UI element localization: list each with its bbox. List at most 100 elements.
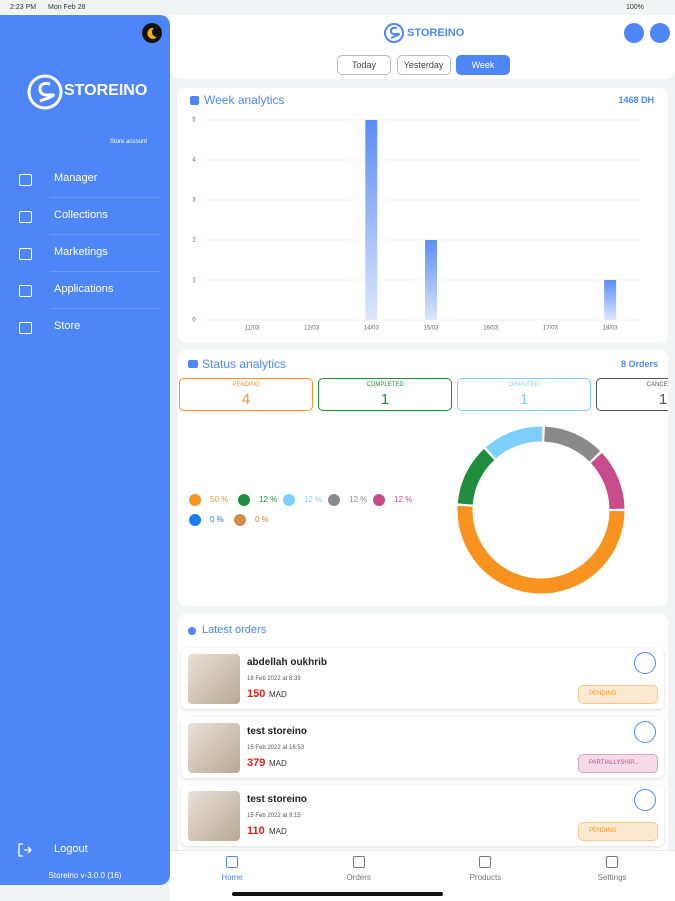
status-label: DISPUTED [508,382,540,388]
account-label: Store account [110,139,148,145]
status-box[interactable]: DISPUTED 1 [457,378,591,411]
call-button[interactable] [634,652,656,674]
order-row[interactable]: abdellah oukhrib 18 Feb 2022 at 8:39 150 MA… [181,648,664,709]
nav-icon[interactable] [606,856,619,868]
order-price: 379 [247,756,266,769]
order-image [188,791,240,841]
legend-swatch [373,494,385,506]
order-row[interactable]: test storeino 15 Feb 2022 at 9:15 110 MAD PE… [181,785,664,846]
status-count: 4 [241,391,251,408]
y-tick-label: 3 [192,198,196,204]
legend-swatch [238,494,250,506]
legend-label: 12 % [349,495,367,504]
bar [365,120,378,320]
order-image [188,722,240,773]
menu-icon [19,248,32,260]
x-tick-label: 12/03 [304,326,320,332]
menu-icon [19,322,32,334]
y-tick-label: 2 [192,238,196,244]
orders-total: 8 Orders [620,359,658,369]
order-currency: MAD [269,758,287,768]
legend-swatch [189,514,201,526]
legend-label: 50 % [210,495,228,504]
tab[interactable]: Today [337,55,391,75]
y-tick-label: 0 [192,318,196,324]
menu-separator [50,234,160,235]
chat-button[interactable] [624,23,644,43]
order-currency: MAD [269,827,287,836]
order-name: abdellah oukhrib [247,657,328,668]
week-total: 1468 DH [618,95,654,105]
nav-label[interactable]: Products [469,873,502,882]
nav-icon[interactable] [352,856,365,868]
menu-item[interactable]: Collections [54,209,108,221]
legend-label: 0 % [255,515,269,524]
donut-segment [457,505,625,594]
order-currency: MAD [269,690,287,699]
order-price: 150 [247,688,266,700]
order-date: 15 Feb 2022 at 9:15 [247,813,301,819]
logout[interactable]: Logout [54,843,88,855]
status-box[interactable]: CANCELED 1 [596,378,668,411]
menu-item[interactable]: Marketings [54,246,108,258]
bar-chart: 0 1 2 3 4 5 11/03 12/03 14/03 15/03 16/03 17/03 18/0… [192,118,640,332]
order-status[interactable]: PENDING [578,822,658,841]
legend-label: 0 % [210,515,224,524]
nav-label[interactable]: Orders [346,873,371,882]
donut-segment [543,426,601,462]
y-tick-label: 1 [192,278,196,284]
menu-item[interactable]: Manager [54,172,98,184]
chart-icon [190,96,199,105]
menu-icon [19,211,32,223]
x-tick-label: 16/03 [483,326,499,332]
nav-icon[interactable] [479,856,492,868]
x-tick-label: 18/03 [603,326,619,332]
tab[interactable]: Yesterday [396,55,451,75]
legend-swatch [283,494,295,506]
order-status[interactable]: PENDING [578,685,658,704]
tab[interactable]: Week [456,55,510,75]
order-price: 110 [247,825,265,837]
nav-icon[interactable] [226,856,238,868]
y-tick-label: 5 [192,118,196,124]
order-status[interactable]: PARTIALLYSHIP... [578,753,658,773]
sidebar: STOREINO Store account Logout Storeino v… [0,15,170,885]
menu-item[interactable]: Store [54,320,81,332]
menu-item[interactable]: Applications [54,283,114,295]
status-count: 1 [519,391,529,408]
translate-button[interactable] [650,23,670,43]
bar [604,280,617,320]
theme-toggle[interactable] [142,23,162,43]
legend-swatch [189,494,201,506]
orders-card: Latest orders abdellah oukhrib 18 Feb 202… [178,614,668,850]
donut-segment [457,449,495,505]
logout-icon [18,843,32,857]
x-tick-label: 14/03 [364,326,380,332]
call-button[interactable] [634,720,656,743]
home-indicator [232,892,443,896]
x-tick-label: 17/03 [543,326,559,332]
battery: 100% [626,4,644,11]
status-icon [188,360,198,368]
status-box[interactable]: COMPLETED 1 [318,378,452,411]
status-label: COMPLETED [366,382,404,388]
card-title: Latest orders [202,624,267,636]
header-logo-icon [384,23,404,43]
order-date: 15 Feb 2022 at 16:53 [247,744,305,751]
logo-text: STOREINO [64,82,148,99]
nav-label[interactable]: Settings [597,873,627,882]
order-image [188,654,240,704]
call-button[interactable] [634,789,656,811]
status-box[interactable]: PENDING 4 [179,378,313,411]
x-tick-label: 11/03 [245,326,260,332]
card-title: Status analytics [202,357,287,371]
version: Storeino v-3.0.0 (16) [48,871,122,880]
header-logo-text: STOREINO [407,27,465,39]
menu-separator [50,197,160,198]
nav-label[interactable]: Home [221,873,243,882]
legend-swatch [328,494,340,506]
time: 2:23 PM [10,4,37,11]
order-row[interactable]: test storeino 15 Feb 2022 at 16:53 379 MAD P… [181,716,664,778]
